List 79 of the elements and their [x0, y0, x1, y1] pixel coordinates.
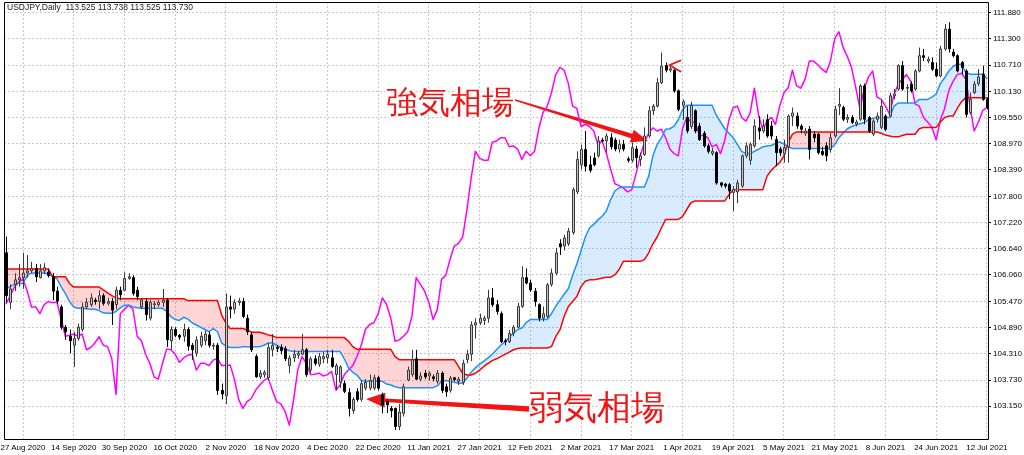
x-tick-label: 22 Dec 2020 [355, 443, 402, 452]
y-tick-label: 107.220 [993, 217, 1023, 227]
candlestick [187, 326, 190, 352]
candlestick [944, 23, 947, 52]
y-tick-label: 111.300 [993, 33, 1022, 43]
y-tick-label: 108.970 [993, 138, 1023, 148]
candlestick [825, 141, 828, 162]
candlestick [584, 130, 587, 173]
x-tick-label: 4 Dec 2020 [306, 443, 349, 452]
x-tick-label: 27 Jan 2021 [457, 443, 503, 452]
x-tick-label: 8 Jun 2021 [865, 443, 906, 452]
candlestick [567, 227, 570, 247]
y-tick-label: 111.880 [993, 7, 1022, 17]
y-tick-label: 109.550 [993, 112, 1023, 122]
annotation: 弱気相場 [529, 386, 665, 427]
x-tick-label: 2 Mar 2021 [560, 443, 602, 452]
candlestick [770, 120, 773, 141]
candlestick [686, 105, 689, 134]
y-tick-label: 110.130 [993, 86, 1022, 96]
candlestick [889, 92, 892, 118]
x-tick-label: 5 May 2021 [763, 443, 806, 452]
candlestick [775, 135, 778, 167]
x-tick-label: 1 Apr 2021 [663, 443, 703, 452]
candlestick [52, 272, 55, 301]
candlestick [60, 304, 63, 330]
x-tick-label: 11 Jan 2021 [407, 443, 452, 452]
x-tick-label: 12 Feb 2021 [507, 443, 554, 452]
y-tick-label: 106.060 [993, 270, 1023, 280]
y-tick-label: 103.730 [993, 375, 1023, 385]
y-tick-label: 108.390 [993, 165, 1023, 175]
candlestick [901, 60, 904, 92]
candlestick [35, 263, 38, 283]
candlestick [758, 115, 761, 141]
y-tick-label: 110.710 [993, 60, 1022, 70]
x-tick-label: 19 Apr 2021 [711, 443, 756, 452]
candlestick [246, 314, 249, 336]
candlestick [255, 353, 258, 379]
x-tick-label: 16 Oct 2020 [153, 443, 198, 452]
x-tick-label: 17 Mar 2021 [609, 443, 655, 452]
candlestick [534, 287, 537, 307]
y-tick-label: 106.640 [993, 243, 1023, 253]
y-tick-label: 103.150 [993, 401, 1023, 411]
y-tick-label: 105.470 [993, 296, 1023, 306]
candlestick [808, 125, 811, 160]
x-tick-label: 12 Jul 2021 [966, 443, 1009, 452]
candlestick [948, 21, 951, 54]
chart-title: USDJPY,Daily 113.525 113.738 113.525 113.730 [7, 2, 194, 13]
candlestick [360, 379, 363, 403]
x-tick-label: 21 May 2021 [811, 443, 859, 452]
candlestick [229, 295, 232, 319]
y-tick-label: 107.800 [993, 191, 1023, 201]
candlestick [331, 349, 334, 369]
x-tick-label: 14 Sep 2020 [51, 443, 97, 452]
candlestick [145, 297, 148, 321]
candlestick [969, 92, 972, 115]
x-tick-label: 30 Sep 2020 [101, 443, 148, 452]
candlestick [491, 287, 494, 308]
candlestick [381, 392, 384, 414]
x-tick-label: 27 Aug 2020 [0, 443, 47, 452]
candlestick [132, 274, 135, 297]
candlestick [115, 286, 118, 310]
y-tick-label: 104.890 [993, 322, 1023, 332]
candlestick [348, 387, 351, 418]
annotation: 強気相場 [386, 83, 514, 122]
candlestick [766, 113, 769, 139]
x-tick-label: 2 Nov 2020 [205, 443, 247, 452]
candlestick [635, 145, 638, 169]
candlestick [538, 302, 541, 322]
candlestick [817, 132, 820, 155]
x-tick-label: 18 Nov 2020 [253, 443, 300, 452]
candlestick [415, 349, 418, 381]
candlestick [111, 297, 114, 326]
x-tick-label: 24 Jun 2021 [914, 443, 959, 452]
candlestick [250, 331, 253, 353]
y-tick-label: 104.310 [993, 349, 1023, 359]
candlestick [441, 370, 444, 394]
candlestick [69, 328, 72, 354]
candlestick [242, 297, 245, 319]
candlestick [880, 98, 883, 130]
